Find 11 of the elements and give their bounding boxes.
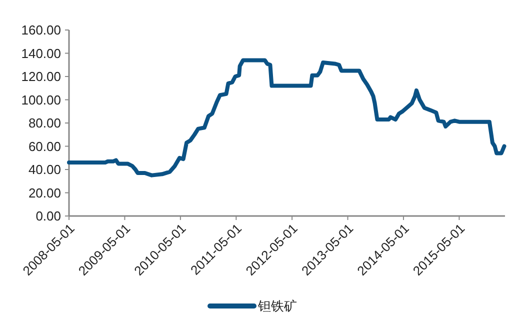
y-tick-label: 0.00 — [36, 208, 61, 224]
y-tick-label: 80.00 — [28, 116, 61, 131]
y-tick-label: 120.00 — [21, 69, 61, 84]
y-tick-label: 160.00 — [21, 22, 61, 38]
line-series — [67, 58, 506, 178]
y-tick-label: 60.00 — [28, 138, 61, 154]
y-tick-label: 40.00 — [28, 162, 61, 178]
y-tick-label: 100.00 — [21, 92, 61, 108]
y-tick-label: 140.00 — [21, 46, 61, 61]
y-tick-label: 20.00 — [28, 185, 61, 200]
legend-label: 钽铁矿 — [257, 300, 297, 315]
